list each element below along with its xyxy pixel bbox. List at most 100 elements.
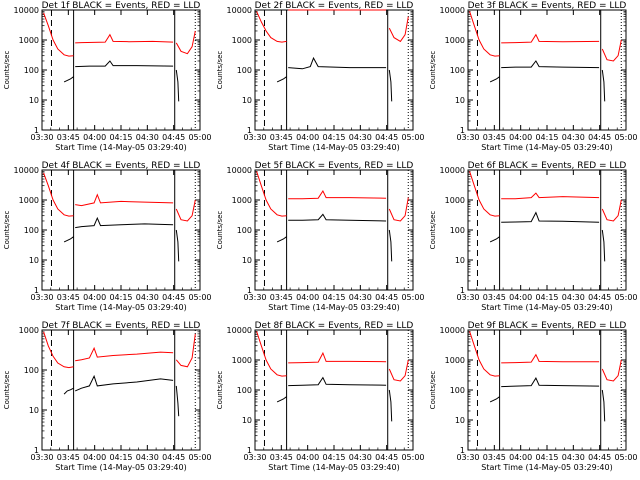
series-events-segment-1 (489, 76, 500, 83)
x-tick-label: 03:45 (483, 453, 506, 462)
y-tick-label: 100 (237, 226, 252, 235)
x-tick-label: 04:45 (588, 293, 611, 302)
series-lld-segment-3 (388, 197, 409, 222)
x-axis-label: Start Time (14-May-05 03:29:40) (481, 463, 612, 472)
series-lld-segment-1 (469, 171, 500, 217)
y-tick-label: 1000 (19, 196, 39, 205)
x-tick-label: 04:15 (109, 293, 132, 302)
chart-title: Det 4f BLACK = Events, RED = LLD (42, 161, 201, 171)
series-events-segment-2 (75, 60, 174, 68)
x-tick-label: 05:00 (614, 133, 637, 142)
chart-title: Det 1f BLACK = Events, RED = LLD (42, 1, 201, 11)
x-tick-label: 03:30 (243, 293, 266, 302)
series-lld-segment-1 (256, 11, 287, 43)
y-axis-label: Counts/sec (216, 211, 224, 250)
series-lld-segment-3 (175, 333, 196, 368)
y-tick-label: 10 (455, 416, 465, 425)
series-events-segment-1 (276, 76, 287, 83)
y-tick-label: 100 (24, 226, 39, 235)
x-tick-label: 05:00 (188, 133, 211, 142)
x-axis-label: Start Time (14-May-05 03:29:40) (481, 303, 612, 312)
x-tick-label: 04:00 (83, 133, 106, 142)
x-tick-label: 03:30 (456, 293, 479, 302)
y-tick-label: 10 (455, 256, 465, 265)
x-tick-label: 04:15 (322, 453, 345, 462)
x-tick-label: 04:45 (162, 453, 185, 462)
y-tick-label: 10 (29, 406, 39, 415)
chart-title: Det 8f BLACK = Events, RED = LLD (255, 321, 414, 331)
series-lld-segment-1 (256, 331, 287, 377)
series-events-segment-3 (388, 69, 393, 102)
x-tick-label: 03:45 (483, 293, 506, 302)
x-tick-label: 04:15 (109, 133, 132, 142)
y-tick-label: 10000 (440, 6, 465, 15)
chart-title: Det 5f BLACK = Events, RED = LLD (255, 161, 414, 171)
x-tick-label: 03:45 (57, 293, 80, 302)
x-tick-label: 03:30 (30, 293, 53, 302)
x-tick-label: 03:30 (30, 133, 53, 142)
x-tick-label: 04:00 (296, 133, 319, 142)
y-tick-label: 1000 (232, 356, 252, 365)
chart-title: Det 3f BLACK = Events, RED = LLD (468, 1, 627, 11)
series-events-segment-1 (276, 236, 287, 243)
series-events-segment-3 (601, 389, 606, 422)
x-tick-label: 04:45 (588, 453, 611, 462)
x-tick-label: 04:30 (349, 133, 372, 142)
series-events-segment-3 (175, 385, 180, 417)
series-lld-segment-1 (469, 11, 500, 57)
x-axis-label: Start Time (14-May-05 03:29:40) (55, 303, 186, 312)
y-axis-label: Counts/sec (3, 51, 11, 90)
y-tick-label: 1 (34, 126, 39, 135)
series-events-segment-2 (501, 60, 600, 69)
y-tick-label: 10000 (14, 6, 39, 15)
y-tick-label: 10 (29, 96, 39, 105)
x-tick-label: 04:45 (375, 133, 398, 142)
series-events-segment-1 (489, 236, 500, 243)
x-tick-label: 03:30 (456, 453, 479, 462)
series-events-segment-1 (63, 236, 74, 243)
series-lld-segment-2 (501, 192, 600, 200)
y-tick-label: 1000 (232, 196, 252, 205)
series-lld-segment-2 (501, 353, 600, 364)
x-tick-label: 04:45 (375, 453, 398, 462)
y-tick-label: 100 (450, 386, 465, 395)
x-tick-label: 05:00 (614, 453, 637, 462)
x-tick-label: 04:30 (562, 293, 585, 302)
series-lld-segment-2 (288, 351, 387, 364)
x-tick-label: 04:15 (322, 293, 345, 302)
chart-panel-7: Det 7f BLACK = Events, RED = LLD 1 10 100 10… (3, 321, 212, 472)
x-tick-label: 04:00 (83, 293, 106, 302)
x-tick-label: 04:30 (349, 293, 372, 302)
x-tick-label: 03:30 (243, 453, 266, 462)
series-lld-segment-3 (388, 16, 409, 43)
x-tick-label: 04:45 (588, 133, 611, 142)
y-tick-label: 100 (24, 66, 39, 75)
y-tick-label: 10000 (227, 6, 252, 15)
series-lld-segment-2 (75, 33, 174, 44)
y-tick-label: 10000 (440, 166, 465, 175)
series-lld-segment-1 (43, 331, 74, 369)
x-tick-label: 04:00 (509, 293, 532, 302)
y-tick-label: 1 (247, 126, 252, 135)
y-tick-label: 1 (460, 286, 465, 295)
y-tick-label: 1000 (445, 356, 465, 365)
series-lld-segment-2 (75, 193, 174, 207)
x-tick-label: 04:00 (83, 453, 106, 462)
series-events-segment-1 (489, 396, 500, 403)
series-lld-segment-3 (175, 199, 196, 222)
x-tick-label: 04:30 (562, 453, 585, 462)
x-tick-label: 05:00 (188, 293, 211, 302)
series-events-segment-2 (501, 377, 600, 388)
y-tick-label: 1 (34, 446, 39, 455)
series-lld-segment-2 (288, 189, 387, 200)
series-events-segment-2 (501, 211, 600, 223)
series-lld-segment-1 (256, 171, 287, 217)
y-tick-label: 10000 (227, 326, 252, 335)
chart-panel-2: Det 2f BLACK = Events, RED = LLD 1 10 100 10… (216, 1, 425, 152)
series-events-segment-3 (601, 229, 606, 262)
y-axis-label: Counts/sec (3, 211, 11, 250)
series-events-segment-1 (63, 387, 74, 395)
y-tick-label: 100 (450, 226, 465, 235)
x-tick-label: 03:30 (30, 453, 53, 462)
